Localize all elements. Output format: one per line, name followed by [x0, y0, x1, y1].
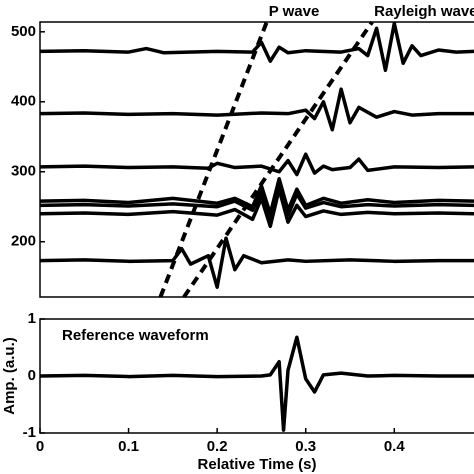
- y-tick-label: 500: [11, 23, 36, 40]
- waveform: [39, 236, 474, 289]
- x-tick-label: 0.4: [384, 438, 406, 455]
- y-tick-label: -1: [23, 424, 36, 441]
- annotation: Reference waveform: [62, 327, 209, 344]
- waveform: [39, 180, 474, 223]
- waveform: [39, 21, 474, 73]
- x-tick-label: 0.1: [118, 438, 139, 455]
- y-tick-label: 0: [28, 367, 36, 384]
- y-axis-label: Amp. (a.u.): [1, 337, 18, 415]
- y-tick-label: 1: [28, 310, 36, 327]
- waveform: [39, 187, 474, 229]
- dashed-guide: [182, 20, 374, 299]
- axes-frame: [39, 21, 474, 298]
- x-tick-label: 0.3: [295, 438, 316, 455]
- waveform: [39, 152, 474, 177]
- waveform: [39, 335, 474, 432]
- waveform: [39, 176, 474, 216]
- x-axis-label: Relative Time (s): [198, 456, 317, 473]
- guide-label: P wave: [269, 3, 320, 20]
- y-tick-label: 300: [11, 163, 36, 180]
- x-tick-label: 0.2: [207, 438, 228, 455]
- y-tick-label: 200: [11, 233, 36, 250]
- waveform: [39, 87, 474, 132]
- x-tick-label: 0: [36, 438, 44, 455]
- y-tick-label: 400: [11, 93, 36, 110]
- guide-label: Rayleigh wave: [374, 3, 474, 20]
